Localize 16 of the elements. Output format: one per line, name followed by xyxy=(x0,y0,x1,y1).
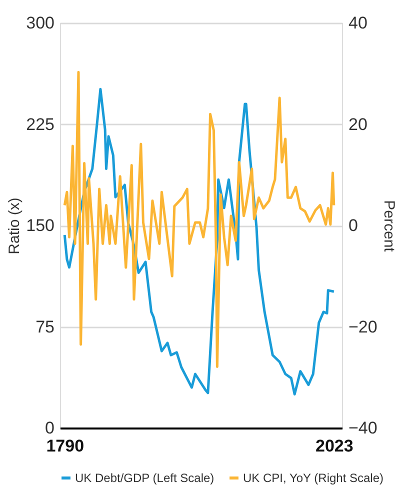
y-tick-label: 300 xyxy=(26,14,54,32)
y2-tick-label: −20 xyxy=(348,317,378,336)
y2-axis-title: Percent xyxy=(380,200,398,253)
y-tick-label: 75 xyxy=(36,317,54,336)
x-tick-label: 2023 xyxy=(315,436,354,456)
y2-tick-label: 0 xyxy=(348,216,358,235)
legend-label: UK CPI, YoY (Right Scale) xyxy=(243,471,384,485)
y2-tick-label: 20 xyxy=(348,114,368,134)
y-tick-label: 0 xyxy=(45,418,54,438)
y-tick-label: 225 xyxy=(26,114,54,134)
legend-label: UK Debt/GDP (Left Scale) xyxy=(75,471,214,485)
y2-tick-label: −40 xyxy=(348,418,378,438)
x-tick-label: 1790 xyxy=(46,436,84,456)
y2-tick-label: 40 xyxy=(348,14,368,32)
y-tick-label: 150 xyxy=(26,216,54,235)
y-axis-title: Ratio (x) xyxy=(6,198,24,254)
